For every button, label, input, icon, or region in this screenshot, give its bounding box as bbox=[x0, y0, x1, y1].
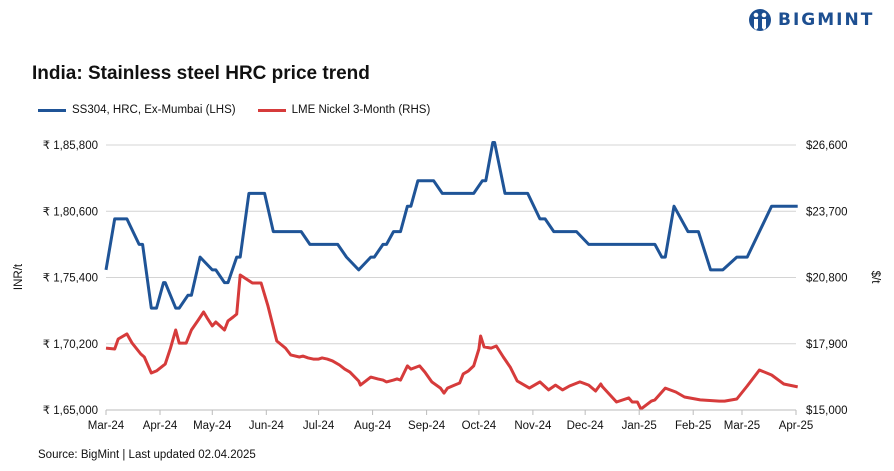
chart-title: India: Stainless steel HRC price trend bbox=[32, 63, 370, 84]
bigmint-logo: BIGMINT bbox=[748, 8, 874, 32]
series-line-nickel bbox=[105, 273, 799, 411]
x-tick-label: Aug-24 bbox=[354, 420, 392, 432]
y-tick-label-right: $17,900 bbox=[806, 339, 848, 351]
legend-label-nickel: LME Nickel 3-Month (RHS) bbox=[291, 104, 431, 116]
x-tick-label: Mar-24 bbox=[88, 420, 125, 432]
y-tick-label-right: $15,000 bbox=[806, 405, 848, 417]
x-tick-label: Oct-24 bbox=[462, 420, 497, 432]
source-note: Source: BigMint | Last updated 02.04.202… bbox=[38, 449, 256, 461]
series-line-ss304 bbox=[104, 141, 798, 310]
y-axis-label-left: INR/t bbox=[13, 263, 25, 290]
y-tick-label-right: $26,600 bbox=[806, 140, 848, 152]
y-tick-label-left: ₹ 1,85,800 bbox=[43, 140, 98, 152]
y-axis-label-right: $/t bbox=[869, 271, 881, 285]
y-tick-label-left: ₹ 1,65,000 bbox=[43, 405, 98, 417]
legend-item-nickel: LME Nickel 3-Month (RHS) bbox=[257, 104, 431, 116]
x-tick-label: Apr-24 bbox=[143, 420, 178, 432]
legend-swatch-ss304 bbox=[38, 108, 66, 112]
legend-label-ss304: SS304, HRC, Ex-Mumbai (LHS) bbox=[72, 104, 236, 116]
legend: SS304, HRC, Ex-Mumbai (LHS) LME Nickel 3… bbox=[38, 104, 430, 116]
x-tick-label: Nov-24 bbox=[514, 420, 552, 432]
x-tick-label: May-24 bbox=[193, 420, 232, 432]
bigmint-logo-icon bbox=[749, 9, 771, 31]
x-tick-label: Apr-25 bbox=[779, 420, 814, 432]
y-tick-label-left: ₹ 1,80,600 bbox=[43, 206, 98, 218]
legend-swatch-nickel bbox=[257, 108, 286, 112]
x-tick-label: Feb-25 bbox=[675, 420, 711, 432]
x-tick-label: Mar-25 bbox=[724, 420, 760, 432]
y-tick-label-right: $23,700 bbox=[806, 206, 848, 218]
x-tick-label: Jan-25 bbox=[622, 420, 657, 432]
legend-item-ss304: SS304, HRC, Ex-Mumbai (LHS) bbox=[38, 104, 236, 116]
logo-text: BIGMINT bbox=[778, 10, 875, 30]
x-tick-label: Sep-24 bbox=[408, 420, 446, 432]
x-tick-label: Jul-24 bbox=[303, 420, 335, 432]
y-tick-label-right: $20,800 bbox=[806, 273, 848, 285]
y-tick-label-left: ₹ 1,75,400 bbox=[43, 273, 98, 285]
x-tick-label: Jun-24 bbox=[249, 420, 285, 432]
x-tick-label: Dec-24 bbox=[567, 420, 605, 432]
y-tick-label-left: ₹ 1,70,200 bbox=[43, 339, 98, 351]
